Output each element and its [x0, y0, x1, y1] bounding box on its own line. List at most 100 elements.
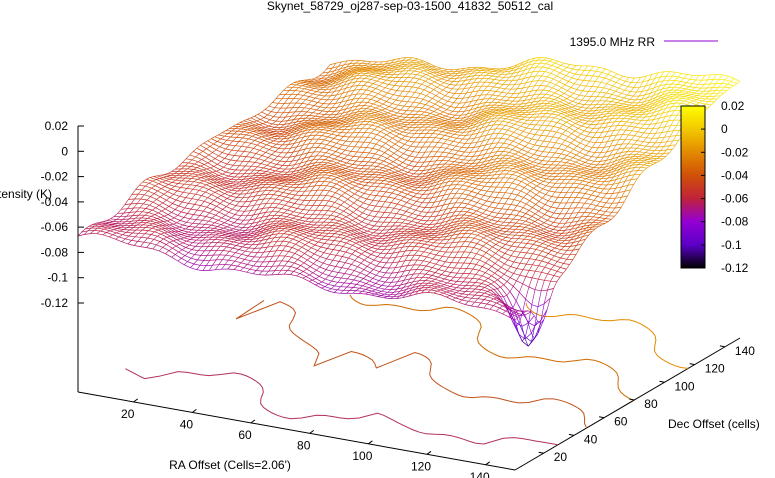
mesh-segment: [650, 161, 657, 164]
mesh-segment: [385, 119, 392, 124]
mesh-segment: [541, 216, 548, 221]
mesh-segment: [433, 176, 441, 179]
mesh-segment: [696, 99, 703, 102]
mesh-segment: [429, 72, 436, 77]
mesh-segment: [381, 177, 388, 179]
mesh-segment: [360, 272, 367, 276]
mesh-segment: [146, 199, 154, 203]
mesh-segment: [310, 256, 318, 261]
mesh-segment: [540, 177, 547, 180]
mesh-segment: [512, 140, 520, 145]
mesh-segment: [291, 138, 298, 141]
mesh-segment: [477, 306, 484, 309]
mesh-segment: [656, 121, 663, 124]
mesh-segment: [467, 82, 474, 85]
mesh-segment: [493, 86, 500, 89]
mesh-segment: [605, 68, 612, 72]
mesh-segment: [533, 231, 541, 235]
mesh-segment: [487, 230, 494, 234]
mesh-segment: [423, 229, 430, 231]
mesh-segment: [436, 214, 443, 217]
mesh-segment: [338, 78, 346, 83]
mesh-segment: [373, 232, 380, 234]
mesh-segment: [515, 171, 523, 175]
mesh-segment: [426, 256, 433, 260]
mesh-segment: [378, 149, 385, 153]
mesh-segment: [349, 166, 356, 169]
mesh-segment: [243, 178, 250, 180]
mesh-segment: [176, 222, 184, 226]
mesh-segment: [462, 120, 469, 123]
mesh-segment: [401, 63, 408, 66]
mesh-segment: [414, 224, 421, 227]
mesh-segment: [464, 109, 471, 112]
mesh-segment: [496, 157, 503, 160]
mesh-segment: [379, 105, 386, 110]
mesh-segment: [240, 155, 247, 157]
mesh-segment: [248, 230, 255, 233]
mesh-segment: [638, 101, 645, 104]
mesh-segment: [280, 126, 287, 128]
mesh-segment: [627, 115, 634, 117]
mesh-segment: [388, 69, 395, 71]
mesh-segment: [522, 164, 530, 169]
mesh-segment: [481, 125, 488, 129]
mesh-segment: [428, 236, 435, 238]
mesh-segment: [540, 224, 548, 228]
mesh-segment: [370, 262, 377, 267]
mesh-segment: [325, 74, 331, 77]
mesh-segment: [254, 229, 261, 232]
mesh-segment: [343, 103, 350, 107]
mesh-segment: [363, 85, 370, 87]
mesh-segment: [351, 196, 358, 201]
mesh-segment: [238, 257, 245, 260]
mesh-segment: [416, 231, 423, 234]
mesh-segment: [535, 270, 542, 273]
mesh-segment: [320, 80, 327, 83]
mesh-segment: [449, 290, 457, 294]
mesh-segment: [299, 234, 306, 238]
mesh-segment: [502, 233, 510, 236]
mesh-segment: [311, 78, 318, 81]
mesh-segment: [659, 107, 667, 111]
mesh-segment: [514, 250, 521, 253]
mesh-segment: [300, 204, 307, 206]
mesh-segment: [531, 59, 538, 62]
mesh-segment: [364, 193, 371, 196]
mesh-segment: [475, 111, 482, 115]
mesh-segment: [383, 76, 390, 78]
mesh-segment: [563, 253, 570, 256]
mesh-segment: [339, 213, 347, 218]
mesh-segment: [299, 126, 306, 129]
mesh-segment: [350, 151, 358, 153]
mesh-segment: [228, 191, 235, 194]
mesh-segment: [398, 270, 405, 273]
mesh-segment: [455, 145, 462, 148]
mesh-segment: [551, 120, 558, 123]
mesh-segment: [452, 110, 459, 113]
mesh-segment: [417, 68, 424, 72]
mesh-segment: [279, 220, 287, 222]
mesh-segment: [376, 80, 383, 84]
mesh-segment: [570, 179, 577, 181]
mesh-segment: [331, 133, 338, 136]
mesh-segment: [517, 61, 524, 65]
mesh-segment: [497, 279, 505, 286]
mesh-segment: [543, 80, 550, 83]
mesh-segment: [342, 68, 349, 71]
mesh-segment: [420, 61, 427, 65]
mesh-segment: [637, 140, 644, 143]
mesh-segment: [168, 206, 176, 210]
mesh-segment: [381, 73, 388, 75]
mesh-segment: [472, 110, 479, 113]
mesh-segment: [573, 240, 580, 243]
mesh-segment: [412, 151, 420, 153]
mesh-segment: [483, 307, 491, 310]
mesh-segment: [472, 177, 480, 179]
mesh-segment: [428, 282, 435, 285]
mesh-segment: [576, 89, 583, 92]
mesh-segment: [580, 133, 587, 137]
mesh-segment: [326, 144, 334, 147]
mesh-segment: [422, 75, 429, 80]
mesh-segment: [344, 201, 351, 207]
